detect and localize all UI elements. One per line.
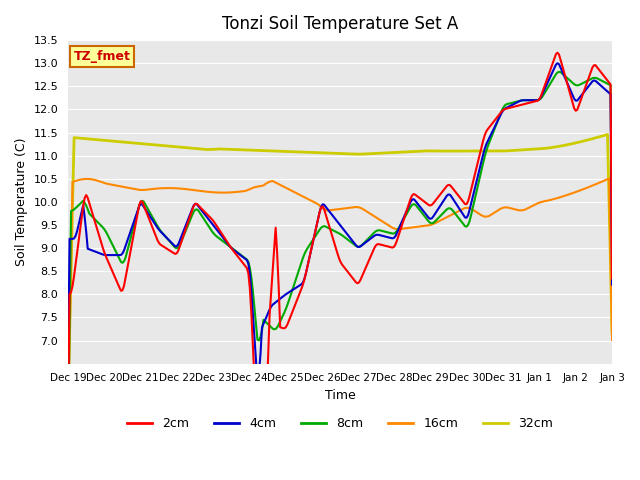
4cm [64,378,72,384]
2cm [554,50,561,56]
4cm [131,216,138,222]
8cm [64,435,72,441]
Line: 16cm: 16cm [68,179,612,423]
2cm [64,415,72,420]
32cm [131,140,138,146]
Line: 4cm: 4cm [68,63,612,382]
32cm [578,139,586,144]
8cm [253,337,261,343]
8cm [302,248,310,254]
32cm [64,398,72,404]
4cm [227,244,234,250]
2cm [131,226,138,231]
2cm [253,440,261,446]
4cm [581,88,589,94]
8cm [555,69,563,75]
Y-axis label: Soil Temperature (C): Soil Temperature (C) [15,138,28,266]
16cm [302,195,310,201]
2cm [608,276,616,281]
16cm [64,420,72,426]
8cm [608,228,616,233]
4cm [244,261,252,266]
4cm [608,282,616,288]
16cm [605,176,613,181]
Text: TZ_fmet: TZ_fmet [74,50,131,63]
2cm [227,243,234,249]
16cm [253,184,261,190]
4cm [253,379,261,385]
8cm [131,220,138,226]
16cm [608,337,616,343]
2cm [244,270,252,276]
32cm [608,330,616,336]
16cm [131,186,138,192]
Legend: 2cm, 4cm, 8cm, 16cm, 32cm: 2cm, 4cm, 8cm, 16cm, 32cm [122,412,558,435]
4cm [303,264,311,269]
2cm [255,432,263,438]
4cm [255,370,263,375]
2cm [303,264,311,269]
8cm [227,244,234,250]
2cm [581,86,589,92]
16cm [244,187,252,192]
16cm [578,187,586,192]
32cm [244,147,252,153]
4cm [554,60,561,66]
32cm [604,132,611,137]
Line: 8cm: 8cm [68,72,612,438]
8cm [244,259,252,265]
Title: Tonzi Soil Temperature Set A: Tonzi Soil Temperature Set A [222,15,458,33]
Line: 32cm: 32cm [68,134,612,401]
16cm [227,190,234,195]
32cm [302,149,310,155]
32cm [253,147,261,153]
Line: 2cm: 2cm [68,53,612,443]
8cm [579,80,587,86]
32cm [227,146,234,152]
X-axis label: Time: Time [324,389,355,402]
